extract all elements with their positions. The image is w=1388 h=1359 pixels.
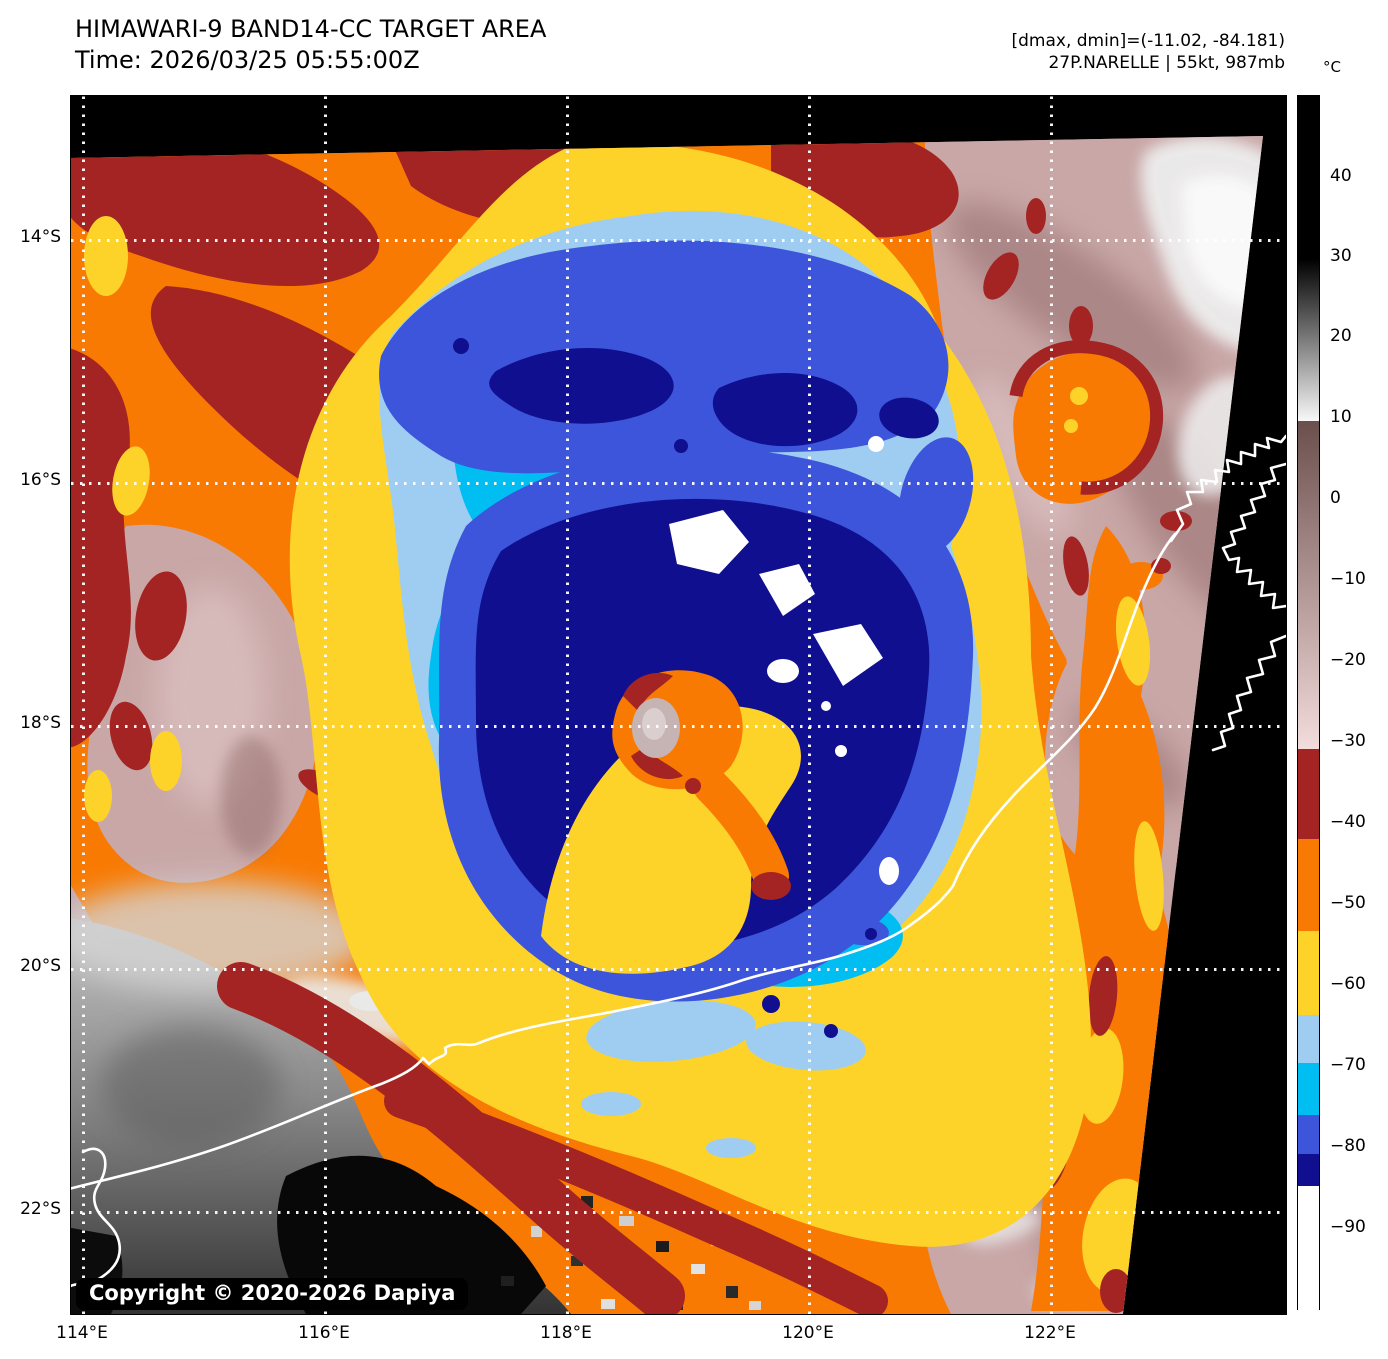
colorbar-segment (1298, 259, 1319, 421)
mainland-coastline (71, 532, 1177, 1190)
eye-feature (541, 670, 801, 974)
colorbar-tick-label: 40 (1330, 166, 1352, 186)
coldest-cloud-spots (669, 436, 899, 885)
y-tick-label: 14°S (20, 227, 61, 247)
title-block: HIMAWARI-9 BAND14-CC TARGET AREA Time: 2… (75, 14, 546, 75)
x-tick-label: 114°E (56, 1323, 108, 1343)
x-tick-label: 116°E (298, 1323, 350, 1343)
colorbar-tick-label: −90 (1330, 1217, 1366, 1237)
colorbar-segment (1298, 749, 1319, 839)
y-tick-label: 16°S (20, 470, 61, 490)
colorbar-segment (1298, 931, 1319, 1015)
colorbar-segment (1298, 421, 1319, 749)
page-title: HIMAWARI-9 BAND14-CC TARGET AREA (75, 15, 547, 43)
colorbar-segment (1298, 1015, 1319, 1063)
timestamp: Time: 2026/03/25 05:55:00Z (75, 45, 420, 74)
y-tick-label: 22°S (20, 1199, 61, 1219)
x-tick-label: 120°E (782, 1323, 834, 1343)
colorbar-tick-label: −10 (1330, 569, 1366, 589)
colorbar-tick-label: −60 (1330, 974, 1366, 994)
colorbar-tick-label: −40 (1330, 812, 1366, 832)
x-tick-label: 122°E (1024, 1323, 1076, 1343)
colorbar-segment (1298, 1186, 1319, 1311)
storm-info-label: 27P.NARELLE | 55kt, 987mb (1048, 53, 1285, 74)
colorbar-segment (1298, 1115, 1319, 1154)
colorbar-tick-label: −50 (1330, 893, 1366, 913)
kimberley-coastline (1169, 434, 1286, 543)
colorbar-tick-label: 30 (1330, 246, 1352, 266)
colorbar-tick-label: −80 (1330, 1136, 1366, 1156)
satellite-image (71, 96, 1286, 1314)
colorbar-tick-label: 10 (1330, 407, 1352, 427)
colorbar-tick-label: 20 (1330, 326, 1352, 346)
copyright-badge: Copyright © 2020-2026 Dapiya (76, 1278, 469, 1310)
dmax-dmin-label: [dmax, dmin]=(-11.02, -84.181) (1011, 31, 1286, 51)
colorbar-tick-label: −20 (1330, 650, 1366, 670)
annotation-block: [dmax, dmin]=(-11.02, -84.181) 27P.NAREL… (1012, 30, 1286, 75)
colorbar-segment (1298, 839, 1319, 931)
hot-land-patch (277, 1155, 546, 1314)
colorbar-tick-label: 0 (1330, 488, 1341, 508)
colorbar-segment (1298, 1063, 1319, 1115)
x-tick-label: 118°E (540, 1323, 592, 1343)
colorbar-segment (1298, 1154, 1319, 1186)
colorbar-segment (1298, 96, 1319, 259)
y-tick-label: 20°S (20, 956, 61, 976)
colorbar-tick-label: −70 (1330, 1055, 1366, 1075)
map-plot-area: Copyright © 2020-2026 Dapiya (70, 95, 1287, 1315)
y-tick-label: 18°S (20, 713, 61, 733)
colorbar (1297, 95, 1320, 1311)
colorbar-tick-label: −30 (1330, 731, 1366, 751)
colorbar-unit-label: °C (1323, 58, 1341, 76)
data-swath (71, 136, 1263, 1314)
